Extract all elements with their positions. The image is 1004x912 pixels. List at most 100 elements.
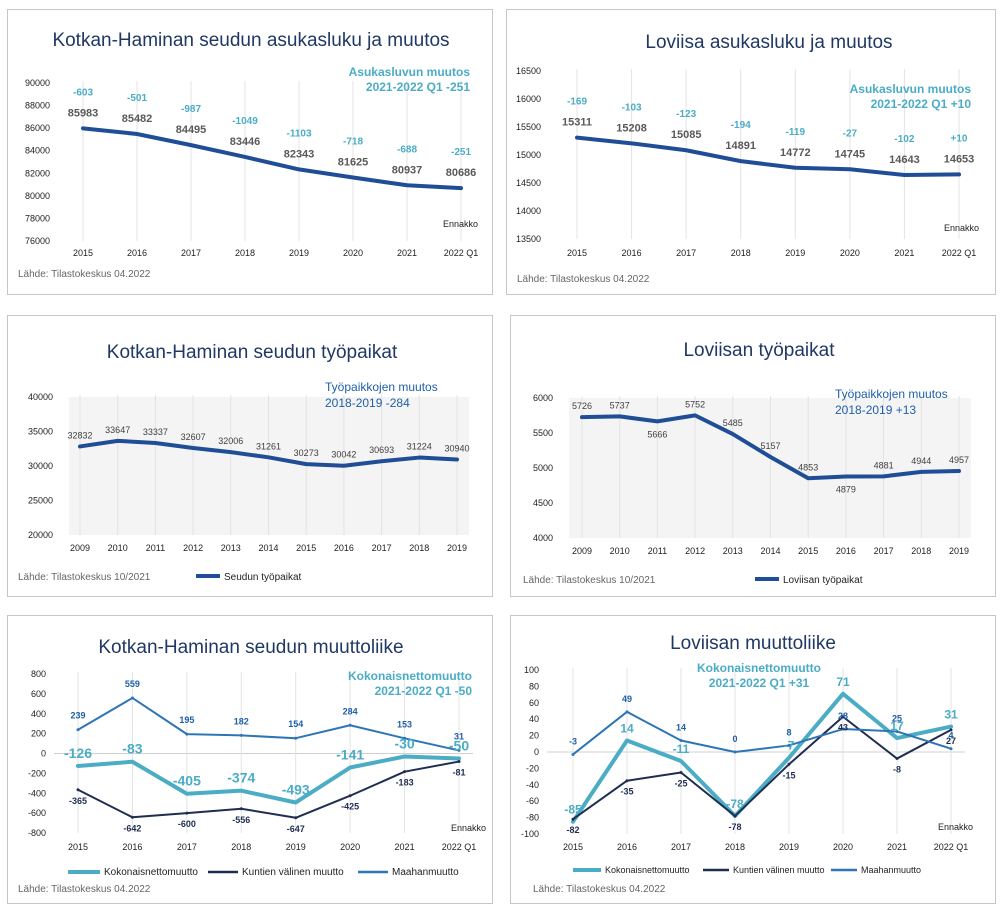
- annotation-line-1: Työpaikkojen muutos: [325, 380, 438, 394]
- data-label: -25: [674, 779, 687, 789]
- data-point: [405, 183, 409, 187]
- chart-panel-kotka-jobs: Kotkan-Haminan seudun työpaikat 20000 250…: [7, 315, 493, 597]
- annotation-line-1: Kokonaisnettomuutto: [697, 661, 821, 675]
- data-label: -374: [227, 770, 255, 786]
- y-tick-label: 4000: [533, 533, 553, 543]
- x-tick-label: 2016: [122, 842, 142, 852]
- x-tick-label: 2013: [221, 543, 241, 553]
- change-label: -501: [127, 93, 147, 104]
- y-tick-label: 20000: [28, 530, 53, 540]
- y-tick-label: 86000: [25, 123, 50, 133]
- change-label: -603: [73, 87, 93, 98]
- data-label: 43: [838, 723, 848, 733]
- series-line: [76, 754, 461, 805]
- x-tick-label: 2009: [572, 546, 592, 556]
- chart-loviisa-population: Loviisa asukasluku ja muutos 13500 14000 1…: [516, 32, 979, 285]
- data-point: [76, 764, 80, 768]
- x-tick-label: 2012: [685, 546, 705, 556]
- change-label: -119: [786, 127, 806, 138]
- x-tick-label: 2011: [648, 546, 667, 556]
- data-label: 195: [179, 715, 194, 725]
- data-label: -126: [64, 745, 92, 761]
- series-line: [575, 135, 961, 177]
- data-point: [403, 736, 407, 740]
- data-point: [571, 817, 575, 821]
- y-tick-label: 60: [529, 698, 539, 708]
- data-label: -642: [123, 823, 141, 833]
- x-tick-label: 2017: [372, 543, 392, 553]
- data-point: [848, 167, 852, 171]
- data-label: -600: [178, 819, 196, 829]
- data-point: [679, 771, 683, 774]
- x-tick-label: 2020: [340, 842, 360, 852]
- data-point: [135, 132, 139, 136]
- series-line: [572, 715, 952, 821]
- data-point: [130, 760, 134, 764]
- x-tick-label: 2017: [874, 546, 894, 556]
- data-label: 4881: [874, 460, 894, 470]
- data-point: [769, 455, 772, 459]
- x-tick-label: 2016: [617, 842, 637, 852]
- data-label: 14745: [835, 148, 866, 160]
- source-note: Lähde: Tilastokeskus 04.2022: [18, 269, 151, 280]
- x-tick-label: 2017: [671, 842, 691, 852]
- data-label: -15: [782, 770, 795, 780]
- data-label: 33337: [143, 427, 168, 437]
- y-tick-label: -200: [28, 768, 46, 778]
- data-label: 30693: [369, 445, 394, 455]
- x-tick-label: 2021: [395, 842, 415, 852]
- chart-title: Kotkan-Haminan seudun asukasluku ja muut…: [52, 30, 449, 51]
- x-tick-label: 2019: [286, 842, 306, 852]
- data-label: 31224: [407, 442, 432, 452]
- x-tick-label: 2020: [833, 842, 853, 852]
- legend-label-internal: Kuntien välinen muutto: [242, 867, 344, 878]
- data-label: -8: [893, 765, 901, 775]
- annotation-line-2: 2021-2022 Q1 +10: [871, 97, 972, 111]
- x-tick-label: 2021: [887, 842, 907, 852]
- data-point: [189, 143, 193, 147]
- data-label: 14772: [780, 147, 811, 159]
- data-label: 85983: [68, 107, 99, 119]
- data-label: 31261: [256, 441, 281, 451]
- data-label: 30940: [444, 444, 469, 454]
- data-label: -78: [726, 797, 744, 811]
- data-label: -183: [396, 778, 414, 788]
- change-label: -1049: [232, 116, 258, 127]
- data-point: [731, 432, 735, 436]
- data-label: 49: [622, 694, 632, 704]
- data-point: [457, 748, 461, 752]
- data-label: 71: [836, 675, 850, 689]
- x-tick-label: 2019: [447, 543, 467, 553]
- source-note: Lähde: Tilastokeskus 04.2022: [18, 884, 151, 895]
- data-label: -81: [452, 768, 465, 778]
- x-tick-label: 2017: [177, 842, 197, 852]
- source-note: Lähde: Tilastokeskus 10/2021: [18, 572, 151, 583]
- data-label: 4957: [949, 455, 969, 465]
- data-label: 154: [288, 719, 303, 729]
- x-tick-label: 2015: [567, 248, 587, 258]
- chart-panel-loviisa-jobs: Loviisan työpaikat 4000 4500 5000 5500 6000 …: [510, 315, 996, 597]
- data-label: 17: [890, 719, 904, 733]
- x-tick-label: 2019: [949, 546, 969, 556]
- data-point: [78, 444, 82, 448]
- data-label: 81625: [338, 157, 369, 169]
- data-point: [787, 756, 791, 760]
- annotation-line-1: Kokonaisnettomuutto: [348, 669, 472, 683]
- data-point: [348, 794, 352, 798]
- data-label: 28: [838, 711, 848, 721]
- chart-title: Loviisa asukasluku ja muutos: [645, 32, 892, 53]
- data-point: [630, 141, 634, 145]
- data-label: 32607: [181, 432, 206, 442]
- data-label: 153: [397, 719, 412, 729]
- annotation-line-2: 2021-2022 Q1 -50: [375, 684, 473, 698]
- data-label: -3: [569, 736, 577, 746]
- data-label: 4879: [836, 484, 856, 494]
- data-label: 31: [944, 708, 958, 722]
- data-point: [455, 458, 459, 462]
- forecast-note: Ennakko: [443, 219, 478, 229]
- x-tick-label: 2016: [334, 543, 354, 553]
- x-tick-label: 2019: [289, 248, 309, 258]
- data-label: 182: [234, 716, 249, 726]
- data-point: [130, 815, 134, 819]
- change-label: -688: [397, 144, 417, 155]
